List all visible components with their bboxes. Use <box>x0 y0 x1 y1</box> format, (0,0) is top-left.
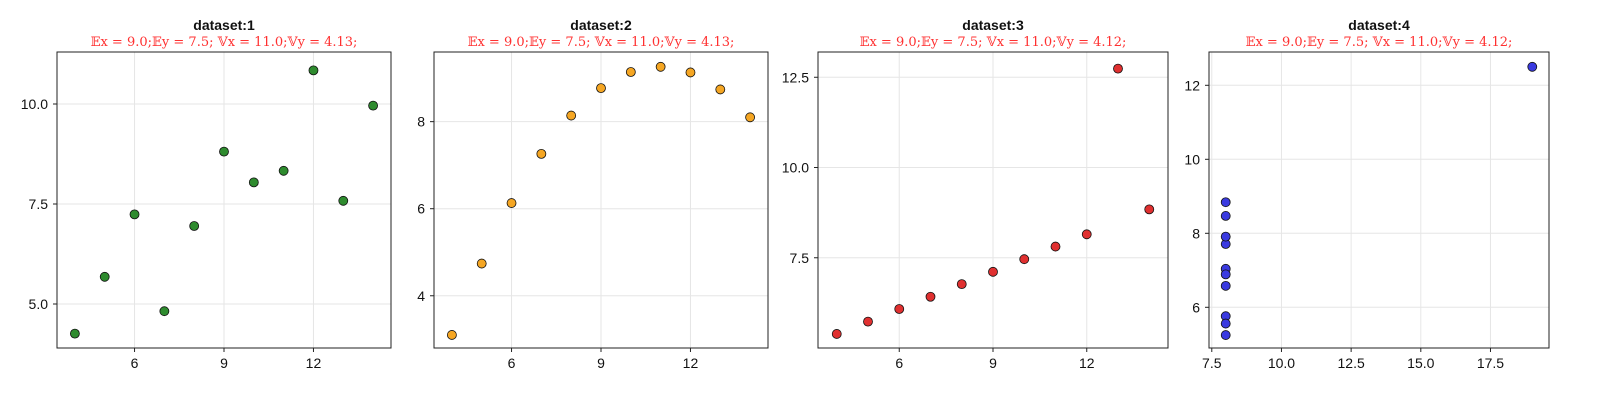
data-point <box>956 279 967 290</box>
data-point <box>189 221 200 231</box>
data-point <box>1220 280 1231 291</box>
data-point <box>596 83 606 94</box>
data-point <box>99 271 110 282</box>
y-tick-label: 8 <box>417 114 425 130</box>
data-point <box>925 291 936 302</box>
data-point <box>988 266 998 277</box>
data-point <box>831 329 842 339</box>
panel-2: dataset:2 𝔼x = 9.0;𝔼y = 7.5; 𝕍x = 11.0;𝕍y… <box>417 17 769 371</box>
data-point <box>1019 254 1030 265</box>
y-tick-label: 12.5 <box>782 69 809 85</box>
panel-subtitle: 𝔼x = 9.0;𝔼y = 7.5; 𝕍x = 11.0;𝕍y = 4.12; <box>1246 35 1513 50</box>
y-tick-label: 10 <box>1184 151 1200 167</box>
panel-title: dataset:3 <box>962 17 1024 33</box>
x-tick-label: 17.5 <box>1477 355 1504 371</box>
data-point <box>1144 204 1155 215</box>
panel-title: dataset:4 <box>1348 17 1410 33</box>
data-point <box>685 67 696 78</box>
data-point <box>745 112 756 123</box>
plot-frame <box>1208 51 1550 349</box>
data-point <box>159 306 170 317</box>
x-tick-label: 12.5 <box>1338 355 1365 371</box>
x-tick-label: 6 <box>895 355 903 371</box>
x-tick-label: 12 <box>306 355 322 371</box>
panel-subtitle: 𝔼x = 9.0;𝔼y = 7.5; 𝕍x = 11.0;𝕍y = 4.13; <box>468 35 735 50</box>
x-tick-label: 9 <box>220 355 228 371</box>
data-point <box>248 177 259 188</box>
y-tick-label: 8 <box>1192 225 1200 241</box>
data-point <box>69 328 80 339</box>
data-point <box>715 84 726 95</box>
panel-3: dataset:3 𝔼x = 9.0;𝔼y = 7.5; 𝕍x = 11.0;𝕍y… <box>782 17 1169 371</box>
x-tick-label: 12 <box>1079 355 1095 371</box>
panel-4: dataset:4 𝔼x = 9.0;𝔼y = 7.5; 𝕍x = 11.0;𝕍y… <box>1184 17 1550 371</box>
y-tick-label: 7.5 <box>29 196 49 212</box>
x-tick-label: 7.5 <box>1202 355 1222 371</box>
data-point <box>1220 231 1231 242</box>
x-tick-label: 15.0 <box>1407 355 1434 371</box>
y-tick-label: 10.0 <box>782 160 809 176</box>
data-point <box>506 198 517 208</box>
data-point <box>566 110 577 121</box>
y-tick-label: 6 <box>1192 299 1200 315</box>
data-point <box>1220 197 1231 208</box>
data-point <box>446 330 457 340</box>
x-tick-label: 9 <box>597 355 605 371</box>
data-point <box>1527 61 1538 72</box>
panel-title: dataset:1 <box>193 17 255 33</box>
x-tick-label: 6 <box>508 355 516 371</box>
panel-subtitle: 𝔼x = 9.0;𝔼y = 7.5; 𝕍x = 11.0;𝕍y = 4.12; <box>860 35 1127 50</box>
data-point <box>1220 269 1231 280</box>
data-point <box>368 100 379 111</box>
data-point <box>655 61 666 72</box>
x-tick-label: 9 <box>989 355 997 371</box>
y-tick-label: 4 <box>417 288 425 304</box>
data-point <box>1081 229 1092 240</box>
x-tick-label: 6 <box>131 355 139 371</box>
y-tick-label: 7.5 <box>790 250 810 266</box>
data-point <box>278 165 289 176</box>
y-tick-label: 10.0 <box>21 96 48 112</box>
y-tick-label: 5.0 <box>29 296 49 312</box>
data-point <box>219 146 229 157</box>
data-point <box>863 316 873 327</box>
x-tick-label: 10.0 <box>1268 355 1295 371</box>
data-point <box>1050 241 1061 252</box>
y-tick-label: 6 <box>417 201 425 217</box>
panel-1: dataset:1 𝔼x = 9.0;𝔼y = 7.5; 𝕍x = 11.0;𝕍y… <box>21 17 392 371</box>
panel-subtitle: 𝔼x = 9.0;𝔼y = 7.5; 𝕍x = 11.0;𝕍y = 4.13; <box>91 35 358 50</box>
data-point <box>129 209 140 220</box>
data-point <box>536 148 547 159</box>
data-point <box>894 304 905 314</box>
data-point <box>1220 318 1231 329</box>
data-point <box>1220 211 1231 221</box>
data-point <box>308 65 319 76</box>
data-point <box>1220 330 1231 340</box>
panel-title: dataset:2 <box>570 17 632 33</box>
data-point <box>338 195 349 206</box>
data-point <box>1113 63 1123 74</box>
y-tick-label: 12 <box>1184 77 1200 93</box>
data-point <box>476 258 487 269</box>
data-point <box>625 67 636 77</box>
x-tick-label: 12 <box>683 355 699 371</box>
